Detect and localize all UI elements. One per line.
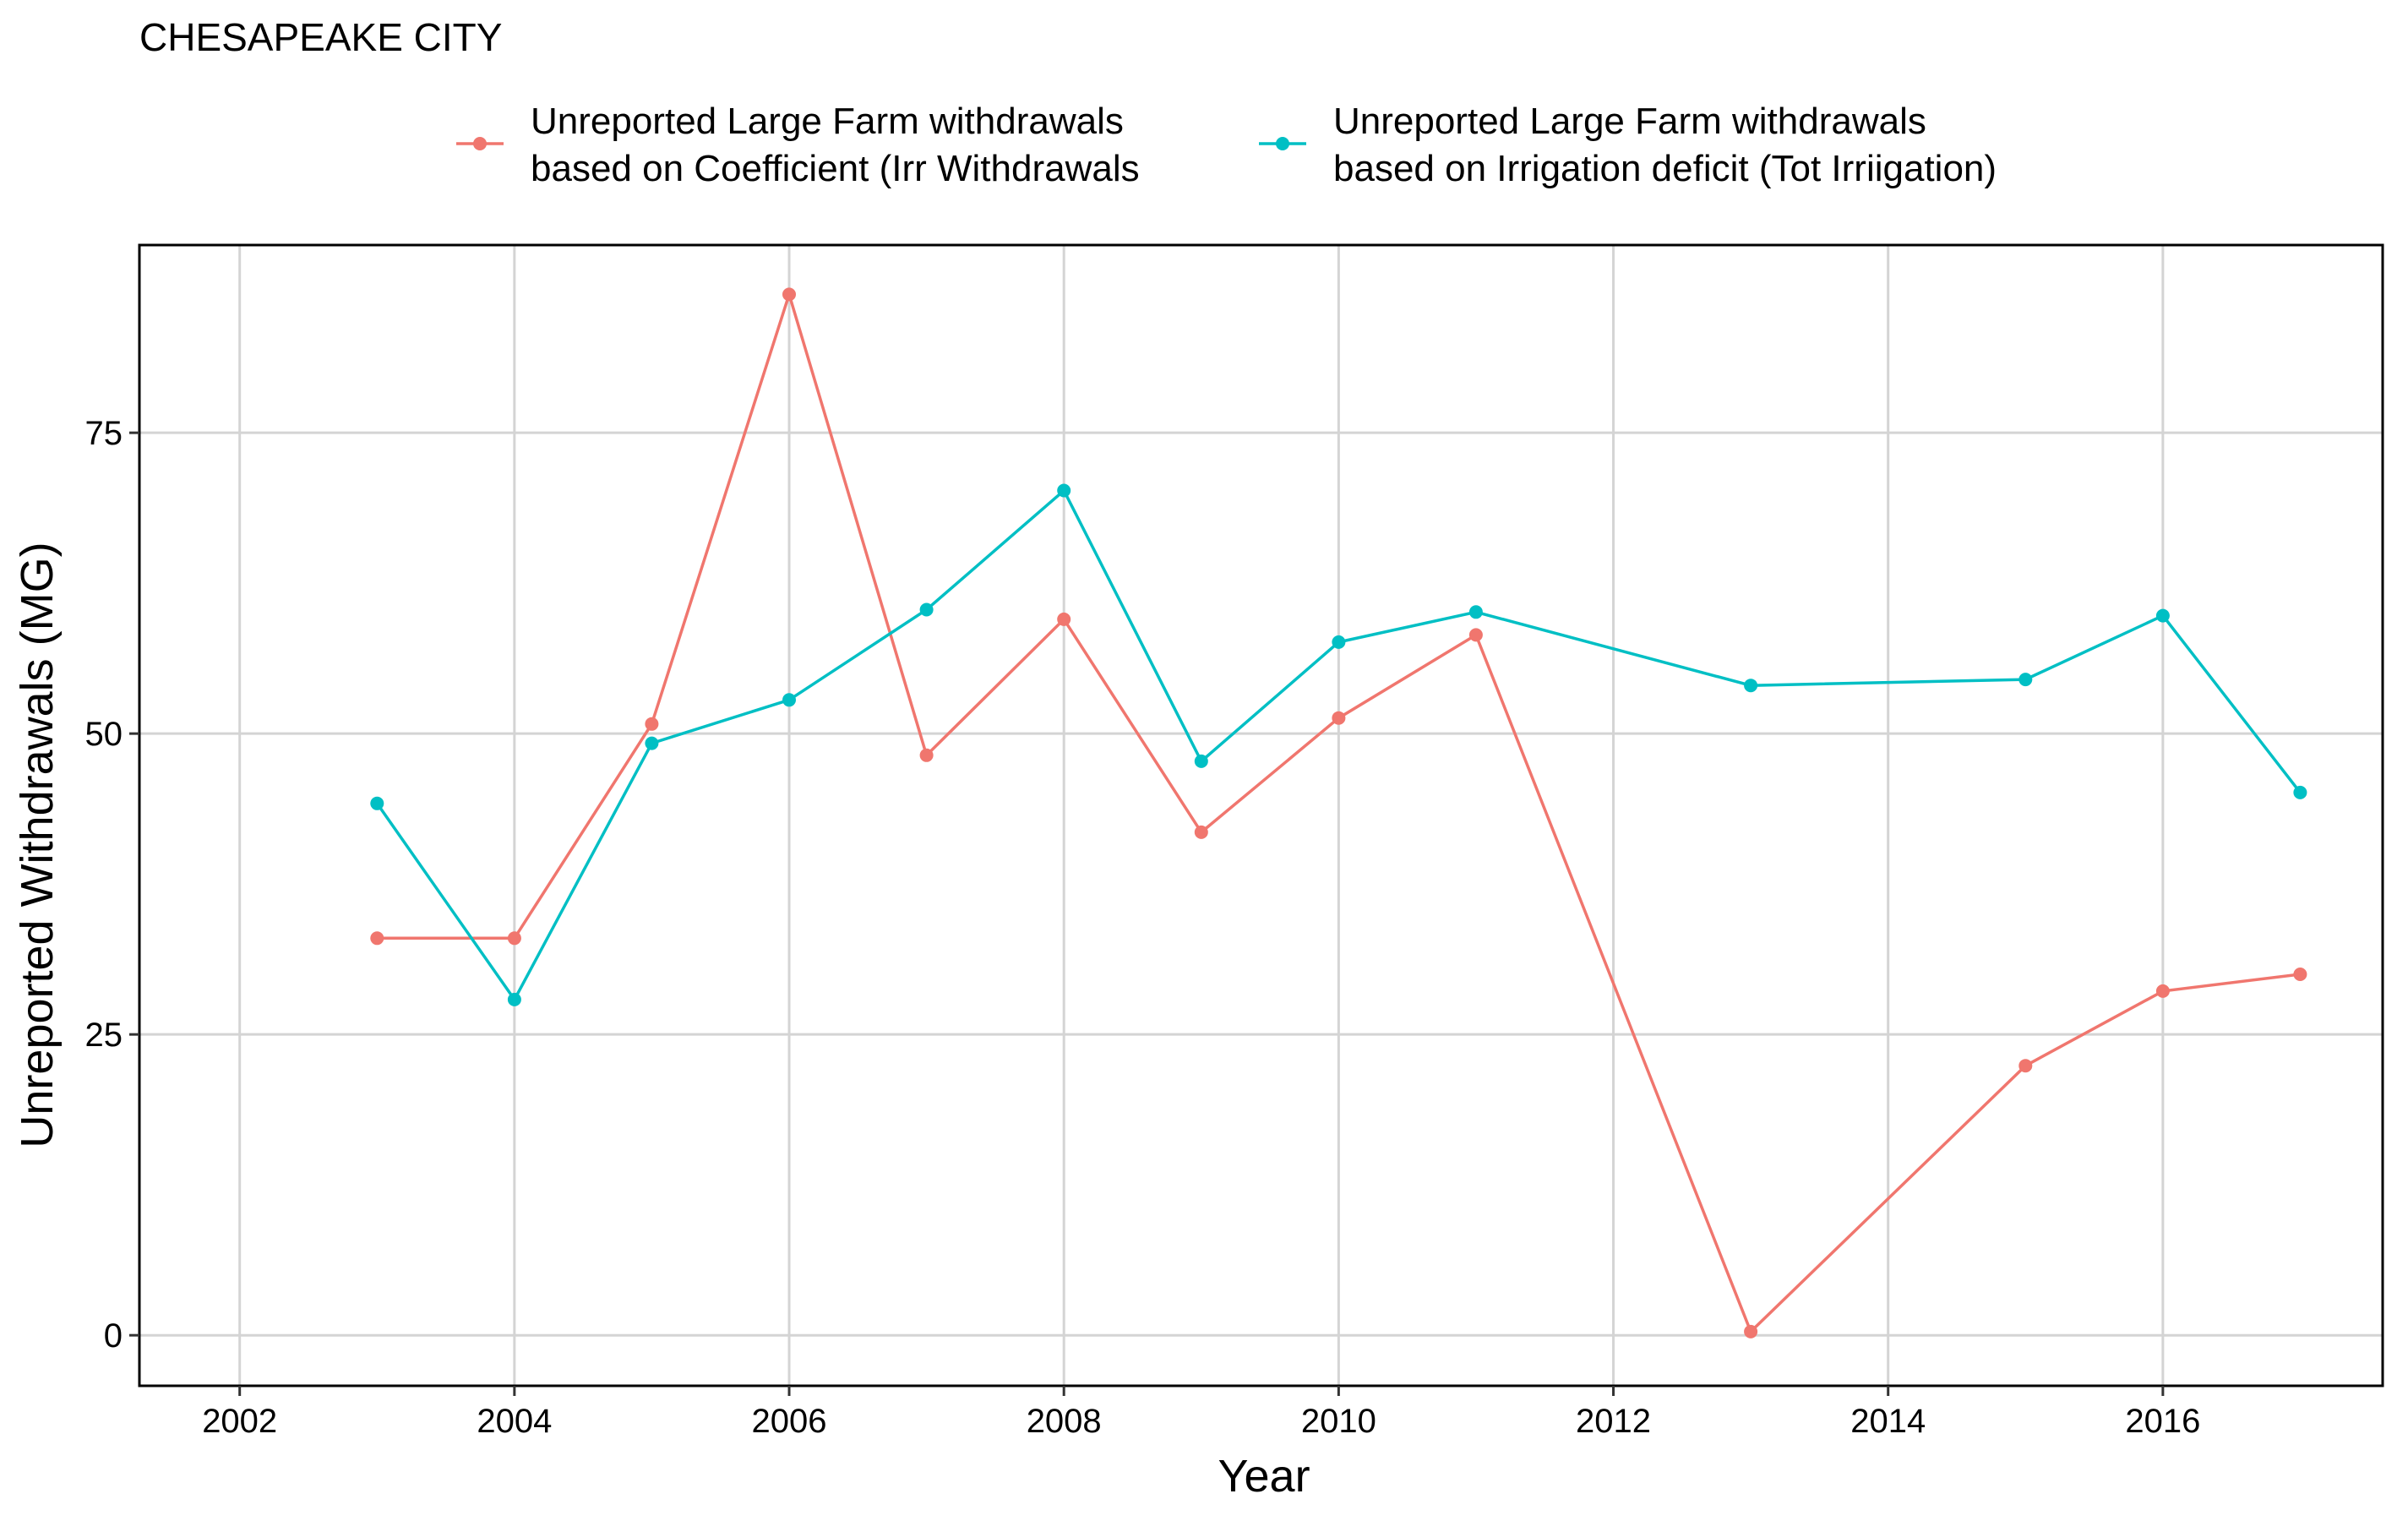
data-point bbox=[1468, 628, 1483, 642]
x-tick-label: 2002 bbox=[202, 1403, 277, 1440]
legend-label-line: Unreported Large Farm withdrawals bbox=[1333, 101, 1926, 142]
data-point bbox=[507, 992, 521, 1006]
legend-label-line: based on Irrigation deficit (Tot Irriiga… bbox=[1333, 148, 1997, 189]
plot-panel-border bbox=[138, 243, 2384, 1387]
y-tick-label: 25 bbox=[85, 1017, 123, 1054]
x-tick-label: 2010 bbox=[1301, 1403, 1376, 1440]
x-axis-title: Year bbox=[1218, 1451, 1310, 1502]
data-point bbox=[1744, 1324, 1758, 1338]
data-point bbox=[2155, 608, 2170, 623]
data-point bbox=[782, 287, 796, 302]
data-point bbox=[1468, 605, 1483, 619]
data-point bbox=[507, 931, 521, 946]
data-point bbox=[645, 717, 659, 731]
x-tick-label: 2006 bbox=[752, 1403, 827, 1440]
x-tick-label: 2016 bbox=[2125, 1403, 2200, 1440]
y-tick-label: 0 bbox=[104, 1317, 123, 1355]
legend-label: Unreported Large Farm withdrawals based o… bbox=[531, 101, 1140, 189]
data-point bbox=[919, 602, 934, 617]
legend-item-2: Unreported Large Farm withdrawals based o… bbox=[1259, 101, 1997, 189]
data-point bbox=[919, 748, 934, 762]
data-point bbox=[1744, 679, 1758, 693]
y-tick-label: 50 bbox=[85, 716, 123, 753]
data-point bbox=[2293, 785, 2307, 799]
legend: Unreported Large Farm withdrawals based o… bbox=[456, 101, 1997, 189]
data-point bbox=[370, 931, 384, 946]
chart-title: CHESAPEAKE CITY bbox=[139, 15, 502, 59]
data-point bbox=[1332, 635, 1346, 649]
data-point bbox=[782, 693, 796, 707]
y-tick-label: 75 bbox=[85, 415, 123, 452]
data-point bbox=[1057, 612, 1071, 626]
data-point bbox=[370, 796, 384, 810]
gridlines bbox=[139, 245, 2383, 1386]
axes: 2002 2004 2006 2008 2010 2012 2014 2016 0 25 50 75 bbox=[85, 415, 2201, 1440]
legend-label-line: Unreported Large Farm withdrawals bbox=[531, 101, 1124, 142]
x-tick-label: 2014 bbox=[1850, 1403, 1926, 1440]
data-point bbox=[2155, 984, 2170, 998]
data-point bbox=[2018, 1059, 2033, 1073]
series-1 bbox=[370, 287, 2307, 1338]
data-point bbox=[2018, 673, 2033, 687]
legend-item-1: Unreported Large Farm withdrawals based o… bbox=[456, 101, 1140, 189]
data-point bbox=[645, 736, 659, 750]
data-point bbox=[2293, 968, 2307, 981]
legend-label-line: based on Coefficient (Irr Withdrawals bbox=[531, 148, 1140, 189]
x-tick-label: 2008 bbox=[1027, 1403, 1102, 1440]
x-tick-label: 2012 bbox=[1576, 1403, 1651, 1440]
data-point bbox=[1057, 483, 1071, 498]
data-point bbox=[1194, 754, 1208, 768]
legend-label: Unreported Large Farm withdrawals based o… bbox=[1333, 101, 1997, 189]
x-tick-label: 2004 bbox=[477, 1403, 552, 1440]
data-point bbox=[1194, 825, 1208, 839]
data-point bbox=[1332, 711, 1346, 725]
series-2 bbox=[370, 483, 2307, 1006]
series-layer bbox=[370, 287, 2307, 1338]
y-axis-title: Unreported Withdrawals (MG) bbox=[12, 542, 63, 1148]
legend-point-swatch bbox=[473, 137, 487, 150]
legend-point-swatch bbox=[1276, 137, 1289, 150]
